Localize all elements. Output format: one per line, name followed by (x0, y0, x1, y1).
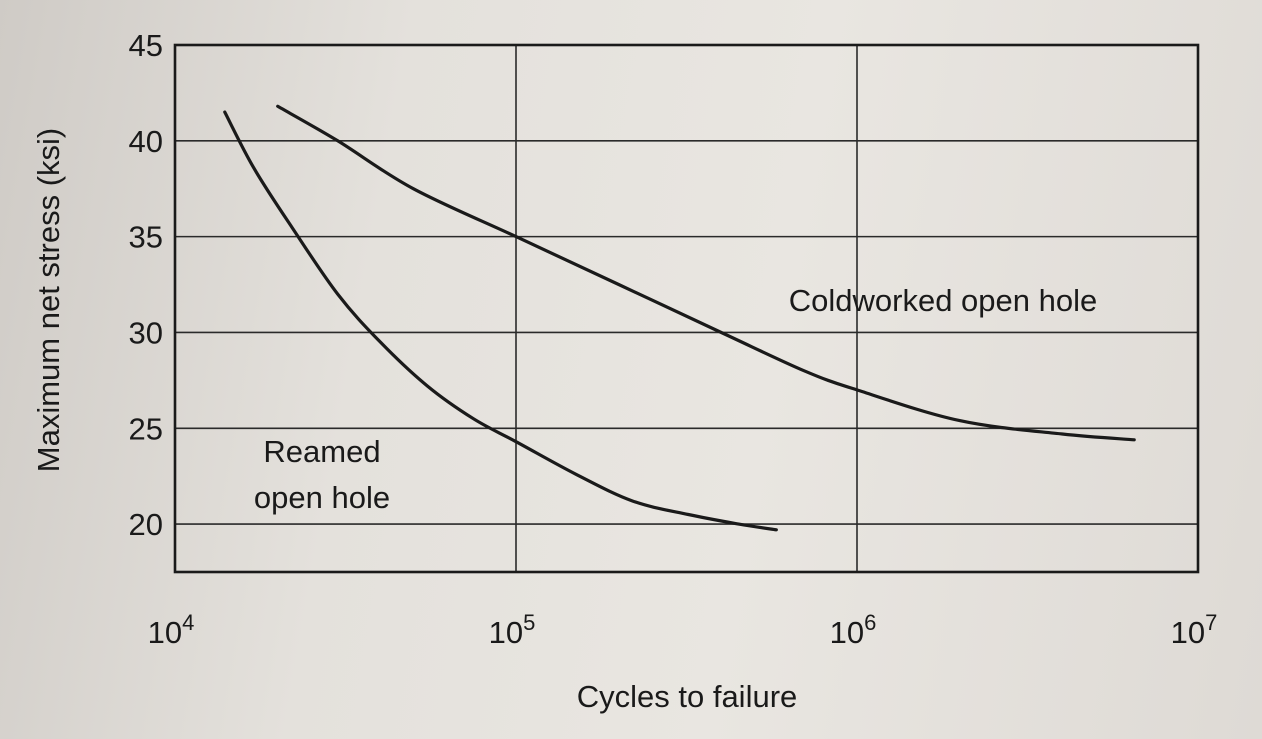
y-tick-label: 30 (129, 315, 163, 350)
y-tick-label: 35 (129, 220, 163, 255)
y-tick-label: 20 (129, 507, 163, 542)
series-label-line: Coldworked open hole (789, 283, 1098, 318)
series-label-line: Reamed (263, 434, 380, 469)
series-group (223, 104, 1136, 532)
series-line-1 (223, 110, 778, 532)
y-tick-label: 25 (129, 411, 163, 446)
y-tick-label: 40 (129, 124, 163, 159)
x-tick-label: 104 (148, 610, 195, 650)
x-tick-label: 106 (830, 610, 877, 650)
series-label-line: open hole (254, 480, 390, 515)
series-labels: Reamed open hole Coldworked open hole (254, 283, 1097, 515)
x-tick-label: 107 (1171, 610, 1218, 650)
x-tick-label: 105 (489, 610, 536, 650)
y-axis-ticks: 20 25 30 35 40 45 (129, 28, 163, 542)
x-axis-ticks: 104 105 106 107 (148, 610, 1218, 650)
x-axis-title: Cycles to failure (577, 679, 798, 714)
y-tick-label: 45 (129, 28, 163, 63)
series-label-1: Reamed open hole (254, 434, 390, 515)
plot-frame (173, 43, 1200, 574)
series-line-2 (276, 104, 1136, 442)
series-label-2: Coldworked open hole (789, 283, 1098, 318)
y-axis-title: Maximum net stress (ksi) (31, 128, 66, 472)
